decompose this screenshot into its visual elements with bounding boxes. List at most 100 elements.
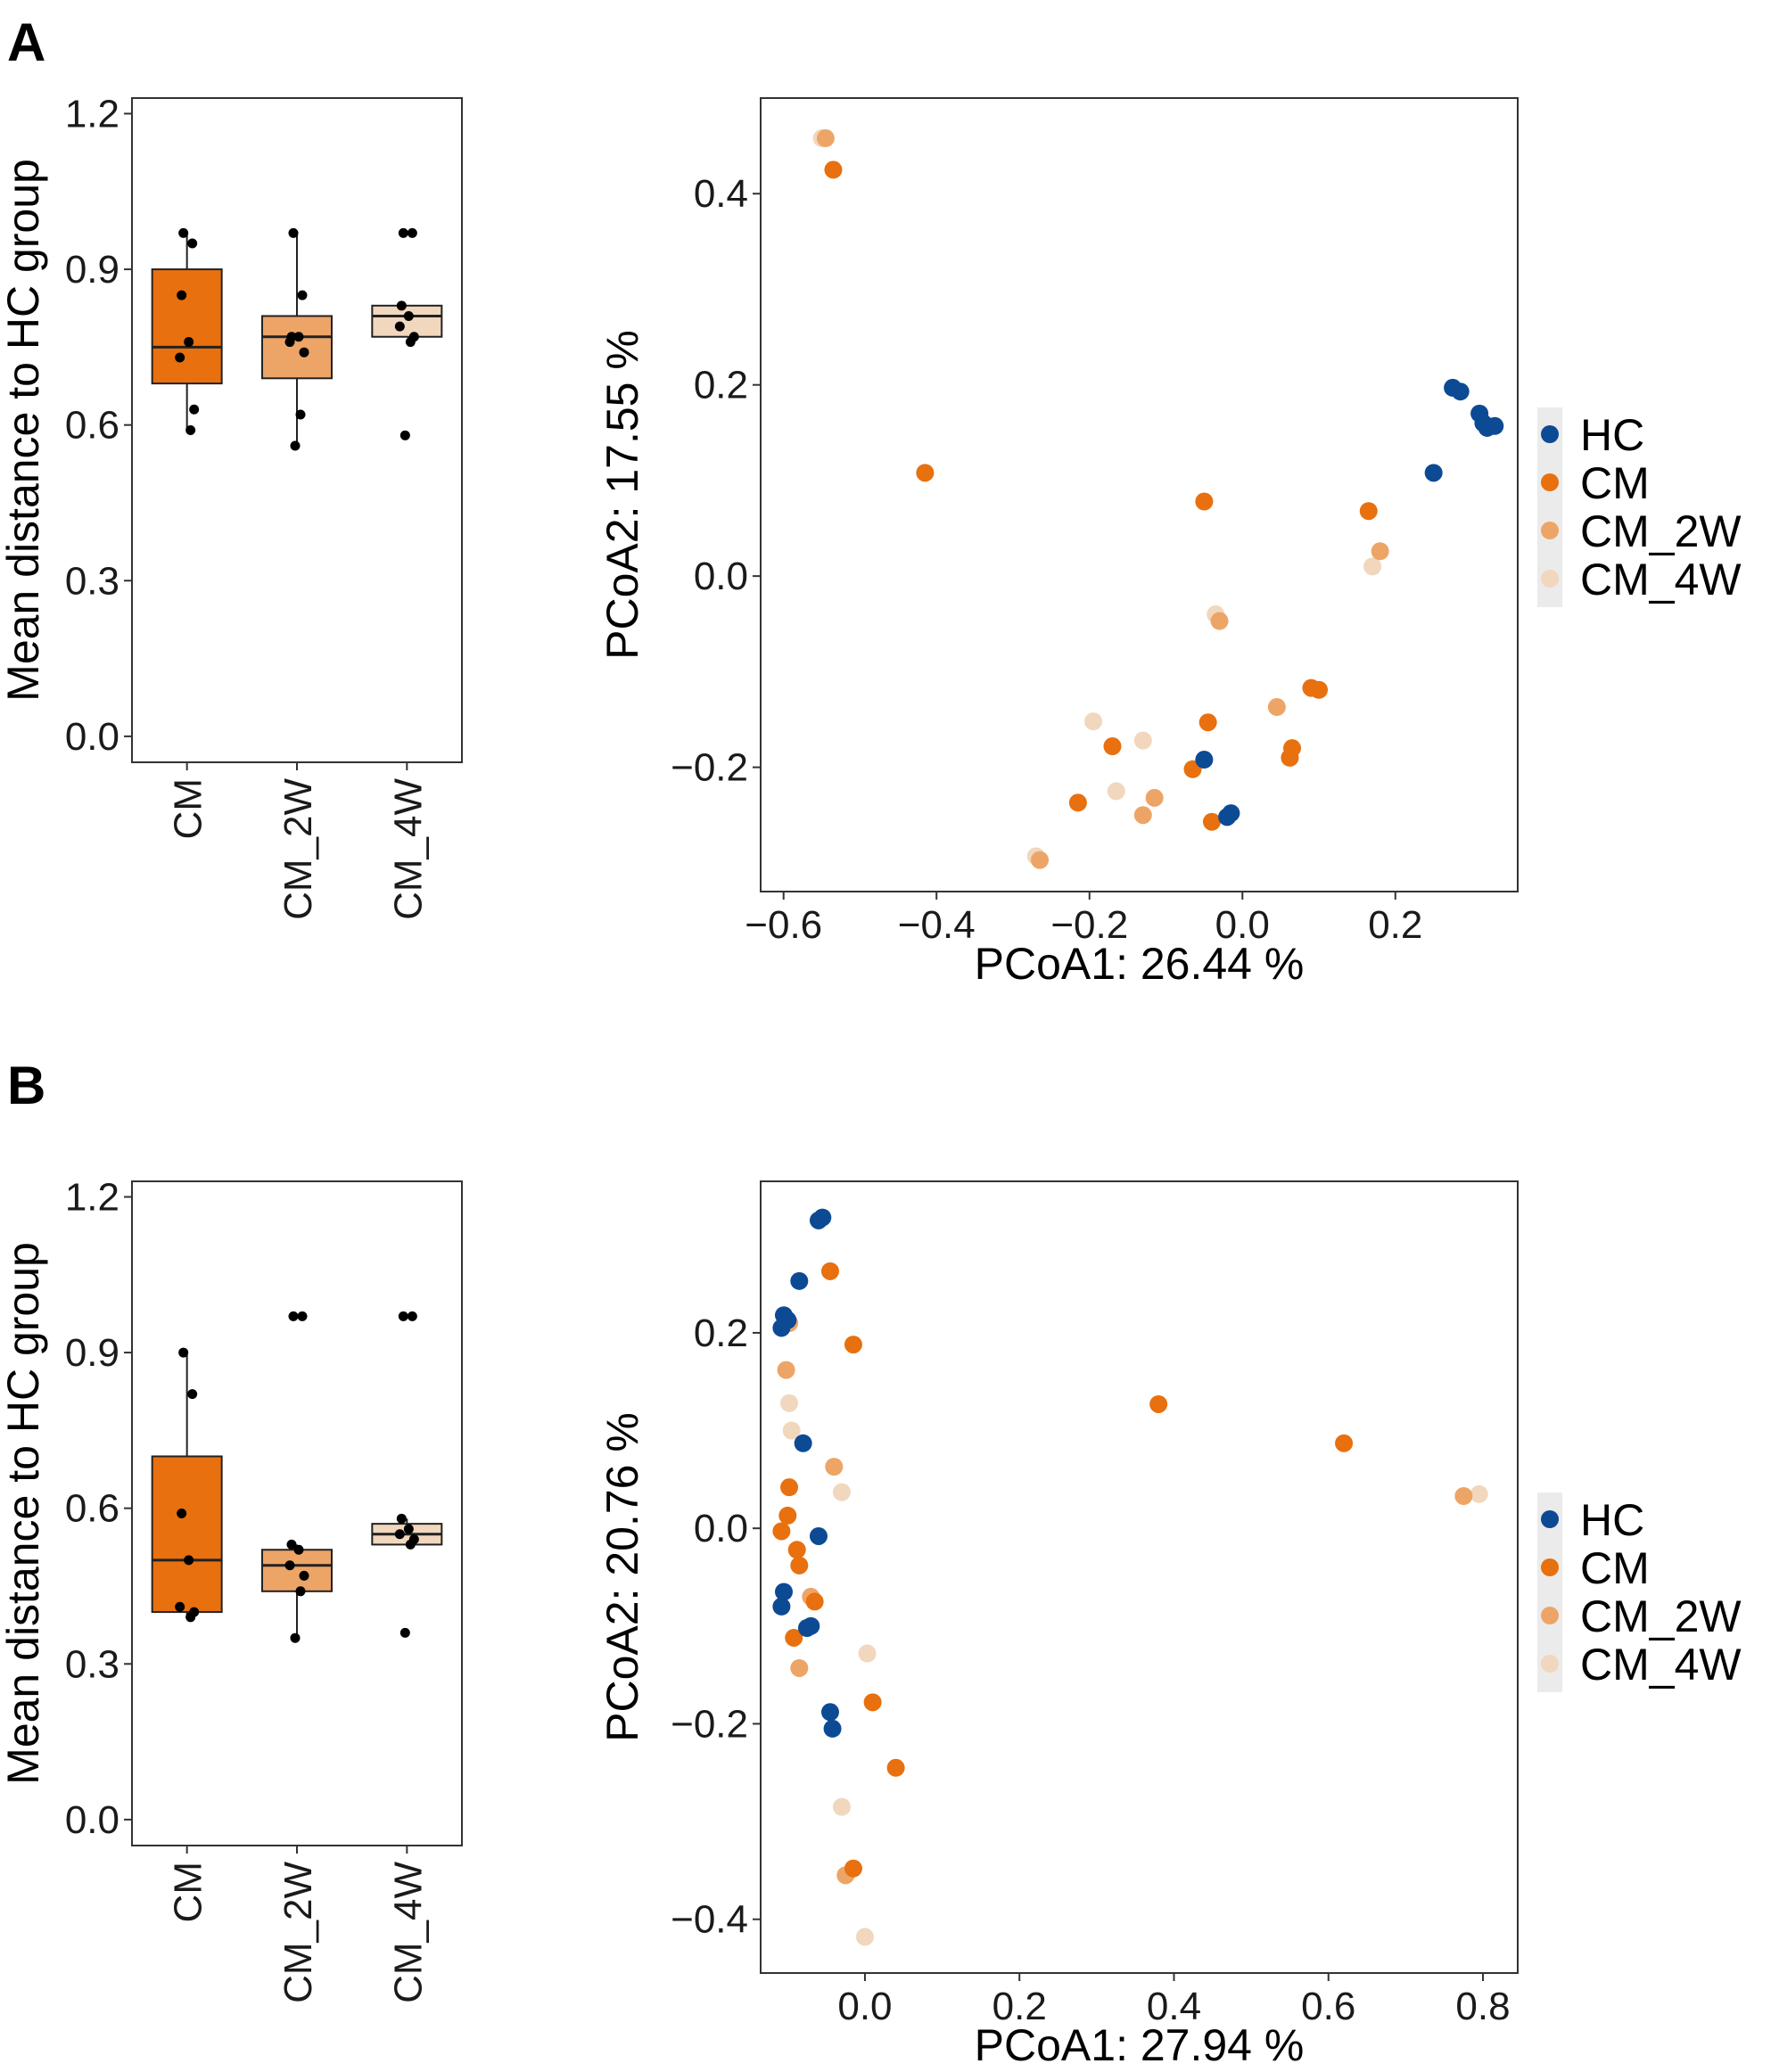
point-cm xyxy=(785,1628,803,1647)
point-cm xyxy=(778,1506,797,1525)
boxplot-panel-b: 0.0 0.3 0.6 0.9 1.2 Mean distance to HC group… xyxy=(0,1175,463,2003)
jitter-point xyxy=(187,1389,198,1400)
box-cm_2w xyxy=(261,315,333,380)
jitter-point xyxy=(288,1311,299,1321)
jitter-point xyxy=(178,1347,189,1358)
y-tick-label: 0.4 xyxy=(694,172,748,216)
jitter-point xyxy=(394,321,405,332)
legend-label-hc: HC xyxy=(1580,410,1644,460)
jitter-point xyxy=(405,1539,416,1550)
jitter-point xyxy=(178,227,189,238)
y-tick-label: 1.2 xyxy=(65,1175,119,1219)
legend-key-cm-4w xyxy=(1541,570,1559,588)
point-cm-2w xyxy=(1133,806,1152,825)
point-hc xyxy=(823,1719,842,1738)
box-cm_2w xyxy=(261,1549,333,1592)
y-tick-label: 0.0 xyxy=(65,1798,119,1842)
y-tick-label: 0.2 xyxy=(694,1311,748,1355)
legend-key-hc xyxy=(1541,425,1559,443)
point-hc xyxy=(809,1526,828,1545)
y-tick-label: 0.9 xyxy=(65,1331,119,1375)
point-cm-4w xyxy=(832,1797,851,1816)
point-hc xyxy=(772,1319,791,1337)
x-tick-label: −0.4 xyxy=(898,903,976,947)
jitter-point xyxy=(284,1560,295,1571)
jitter-point xyxy=(185,1612,196,1623)
jitter-point xyxy=(290,440,301,451)
point-cm-2w xyxy=(1031,851,1050,869)
point-cm xyxy=(787,1541,806,1559)
jitter-point xyxy=(398,227,408,238)
x-tick-label: CM_4W xyxy=(386,1862,430,2003)
point-cm-4w xyxy=(832,1483,851,1501)
x-tick-label: CM xyxy=(167,1862,210,1922)
point-hc xyxy=(794,1434,812,1452)
jitter-point xyxy=(394,1529,405,1540)
x-tick-label: 0.2 xyxy=(992,1985,1047,2028)
jitter-point xyxy=(184,1555,194,1566)
point-cm-2w xyxy=(1145,788,1164,807)
point-cm xyxy=(1068,793,1087,812)
legend-label-cm-2w: CM_2W xyxy=(1580,1591,1742,1641)
x-tick-label: CM xyxy=(167,778,210,839)
jitter-point xyxy=(177,1509,187,1518)
point-cm-4w xyxy=(855,1928,874,1946)
point-hc xyxy=(1218,808,1237,826)
x-axis-title: PCoA1: 27.94 % xyxy=(975,2020,1305,2070)
y-tick-label: 0.3 xyxy=(65,1642,119,1686)
y-axis-title: PCoA2: 17.55 % xyxy=(597,330,647,660)
point-cm xyxy=(1335,1434,1354,1452)
point-cm-2w xyxy=(1371,542,1389,561)
legend-label-hc: HC xyxy=(1580,1495,1644,1545)
plot-frame xyxy=(760,97,1519,892)
point-hc xyxy=(790,1271,809,1290)
point-hc xyxy=(813,1208,832,1227)
x-axis-title: PCoA1: 26.44 % xyxy=(975,939,1305,989)
point-cm-2w xyxy=(816,129,835,148)
jitter-point xyxy=(284,337,295,348)
point-cm xyxy=(916,464,935,482)
x-tick-label: CM_2W xyxy=(276,778,320,920)
panel-letter-a: A xyxy=(7,12,45,72)
x-tick-label: −0.2 xyxy=(1050,903,1128,947)
x-tick-label: −0.6 xyxy=(745,903,822,947)
y-tick-label: 0.0 xyxy=(65,715,119,759)
point-cm xyxy=(1195,492,1214,511)
legend-key-cm xyxy=(1541,473,1559,491)
point-cm xyxy=(844,1336,862,1354)
legend-label-cm: CM xyxy=(1580,458,1650,508)
x-tick-label: 0.6 xyxy=(1301,1985,1355,2028)
y-tick-label: −0.2 xyxy=(671,746,748,790)
point-cm-4w xyxy=(1084,712,1103,731)
jitter-point xyxy=(175,352,185,363)
point-cm xyxy=(780,1478,799,1497)
point-cm xyxy=(1202,812,1221,831)
y-axis-title: PCoA2: 20.76 % xyxy=(597,1412,647,1742)
point-cm-4w xyxy=(1107,782,1125,801)
jitter-point xyxy=(295,409,306,420)
jitter-point xyxy=(293,1544,304,1555)
y-tick-label: 0.0 xyxy=(694,555,748,598)
plot-frame xyxy=(760,1180,1519,1974)
boxplot-panel-a: 0.0 0.3 0.6 0.9 1.2 Mean distance to HC group… xyxy=(0,92,463,920)
legend-key-cm xyxy=(1541,1558,1559,1576)
point-cm xyxy=(1149,1394,1168,1413)
jitter-point xyxy=(177,290,187,300)
panel-letter-b: B xyxy=(7,1056,45,1115)
legend-label-cm: CM xyxy=(1580,1543,1650,1593)
point-hc xyxy=(1486,416,1504,435)
jitter-point xyxy=(189,404,200,415)
point-cm xyxy=(863,1693,882,1712)
point-hc xyxy=(797,1619,816,1638)
jitter-point xyxy=(187,238,198,249)
point-cm-2w xyxy=(777,1361,795,1379)
jitter-point xyxy=(398,1311,408,1321)
jitter-point xyxy=(175,1601,185,1612)
box-cm_4w xyxy=(371,304,443,338)
point-cm xyxy=(1103,737,1122,756)
legend-key-cm-2w xyxy=(1541,522,1559,539)
jitter-point xyxy=(399,1627,410,1638)
y-tick-label: 0.6 xyxy=(65,404,119,448)
